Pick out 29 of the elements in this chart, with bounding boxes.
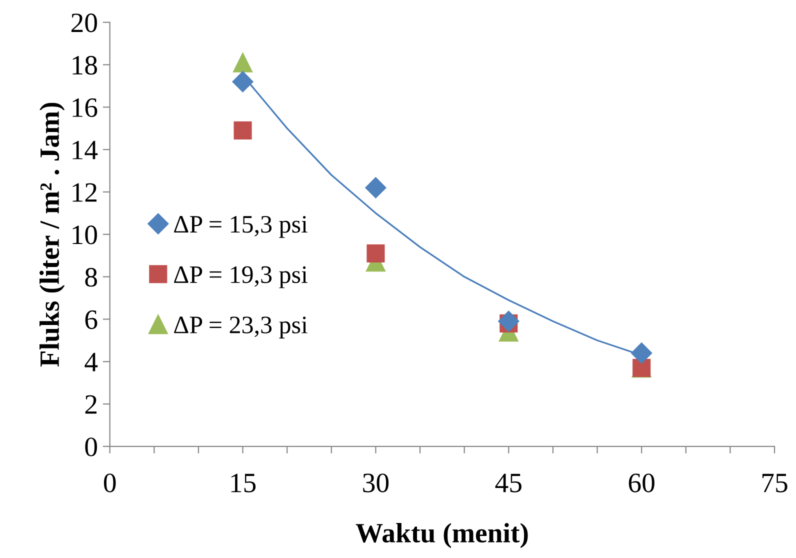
- legend-label: ΔP = 19,3 psi: [174, 266, 308, 288]
- x-axis-title: Waktu (menit): [356, 522, 528, 548]
- y-tick-label: 4: [84, 352, 98, 372]
- x-tick-label: 0: [104, 474, 116, 492]
- point: [232, 71, 254, 92]
- y-tick-label: 12: [72, 183, 97, 202]
- x-tick-label: 30: [363, 474, 389, 492]
- point: [498, 310, 520, 332]
- point: [631, 342, 652, 364]
- legend-label: ΔP = 15,3 psi: [174, 216, 308, 238]
- point: [234, 121, 252, 140]
- point: [366, 244, 385, 262]
- y-tick-label: 2: [85, 395, 97, 414]
- point: [233, 52, 253, 72]
- x-tick-label: 75: [762, 474, 788, 492]
- y-tick-label: 0: [85, 438, 97, 456]
- x-tick-label: 45: [495, 474, 522, 492]
- y-tick-label: 20: [71, 13, 97, 32]
- y-tick-label: 16: [72, 98, 98, 118]
- point: [365, 177, 386, 198]
- y-tick-label: 18: [72, 56, 97, 75]
- x-tick-label: 60: [628, 474, 654, 492]
- y-tick-label: 14: [72, 140, 98, 160]
- y-tick-label: 8: [85, 268, 97, 287]
- legend-label: ΔP = 23,3 psi: [174, 316, 308, 339]
- y-tick-label: 10: [72, 226, 97, 244]
- y-axis-title: Fluks (liter / m² . Jam): [40, 102, 65, 367]
- x-tick-label: 15: [231, 474, 256, 492]
- y-tick-label: 6: [85, 310, 98, 330]
